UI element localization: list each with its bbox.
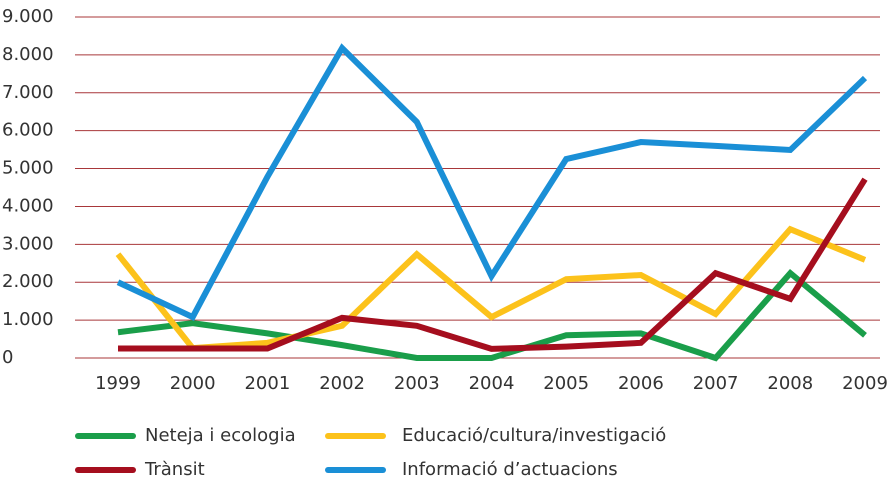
legend-label: Trànsit <box>144 459 205 480</box>
y-tick-label: 0 <box>2 347 13 368</box>
legend-label: Informació d’actuacions <box>402 459 618 480</box>
x-tick-label: 1999 <box>95 373 141 394</box>
series-line <box>115 225 867 352</box>
x-tick-label: 2003 <box>394 373 440 394</box>
series-line <box>116 43 868 322</box>
x-tick-label: 2001 <box>244 373 290 394</box>
x-tick-label: 2008 <box>767 373 813 394</box>
x-tick-label: 2002 <box>319 373 365 394</box>
legend-label: Educació/cultura/investigació <box>402 425 666 446</box>
x-tick-label: 2004 <box>469 373 515 394</box>
series-line <box>118 177 868 352</box>
y-tick-label: 5.000 <box>2 158 54 179</box>
y-tick-label: 3.000 <box>2 233 54 254</box>
y-tick-label: 6.000 <box>2 120 54 141</box>
y-tick-label: 7.000 <box>2 82 54 103</box>
x-tick-label: 2009 <box>842 373 888 394</box>
y-tick-label: 1.000 <box>2 309 54 330</box>
legend-label: Neteja i ecologia <box>145 425 296 446</box>
y-tick-label: 4.000 <box>2 195 54 216</box>
x-tick-label: 2000 <box>170 373 216 394</box>
y-tick-label: 8.000 <box>2 44 54 65</box>
y-tick-label: 2.000 <box>2 271 54 292</box>
x-tick-label: 2007 <box>693 373 739 394</box>
y-tick-label: 9.000 <box>2 6 54 27</box>
x-tick-label: 2006 <box>618 373 664 394</box>
x-tick-label: 2005 <box>543 373 589 394</box>
series-line <box>117 268 867 362</box>
